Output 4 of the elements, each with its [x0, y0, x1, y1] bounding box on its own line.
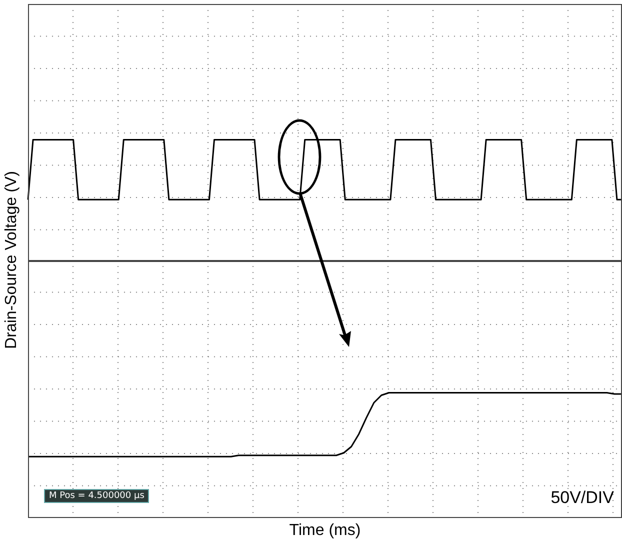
y-axis-title: Drain-Source Voltage (V): [3, 171, 21, 349]
annotation: 50V/DIV: [550, 488, 614, 508]
x-axis-title: Time (ms): [289, 522, 361, 540]
annotation: M Pos = 4.500000 µs: [44, 489, 150, 503]
